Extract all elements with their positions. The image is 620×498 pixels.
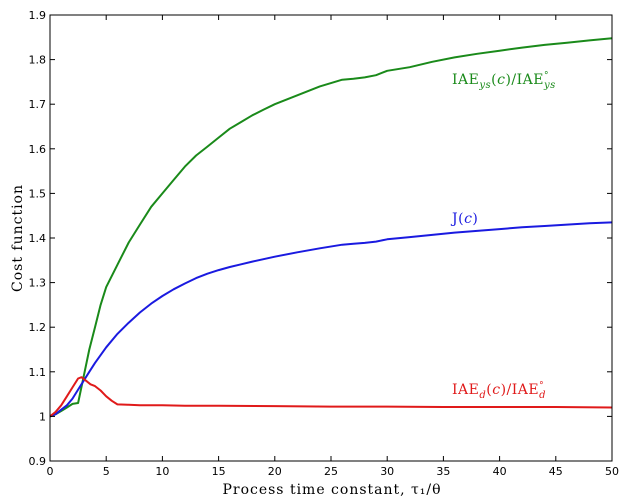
x-tick-label: 50 [605,465,619,478]
y-tick-label: 1.5 [29,187,47,200]
x-tick-label: 10 [155,465,169,478]
series-label-iae-d: IAEd(c)/IAE° d [452,381,546,401]
series-labels: IAEys(c)/IAE° ys J(c) IAEd(c)/IAE° d [450,71,556,401]
y-tick-label: 1.2 [29,321,47,334]
x-tick-label: 45 [549,465,563,478]
x-tick-label: 0 [47,465,54,478]
series-line-iae-ys [49,37,613,418]
y-tick-label: 1.7 [29,98,47,111]
y-axis-title: Cost function [10,184,26,292]
ticks-layer: 0 5 10 15 20 25 30 35 40 45 50 0.9 1 1.1 1.2 1.3 1.4 1.5 1… [29,9,620,478]
y-tick-label: 1.4 [29,232,47,245]
y-tick-label: 0.9 [29,455,47,468]
y-tick-label: 1.9 [29,9,47,22]
y-tick-label: 1.3 [29,277,47,290]
series-line-j [49,221,613,418]
x-tick-label: 35 [436,465,450,478]
x-tick-label: 25 [324,465,338,478]
series-line-iae-d [49,376,613,418]
x-tick-label: 15 [212,465,226,478]
x-tick-label: 5 [103,465,110,478]
series-label-iae-ys: IAEys(c)/IAE° ys [452,71,556,91]
y-tick-label: 1 [39,410,46,423]
x-axis-title: Process time constant, τ₁/θ [222,482,441,498]
x-tick-label: 40 [493,465,507,478]
x-tick-label: 20 [268,465,282,478]
y-tick-label: 1.8 [29,54,47,67]
y-tick-label: 1.6 [29,143,47,156]
y-tick-label: 1.1 [29,366,47,379]
series-layer [49,37,613,418]
x-tick-label: 30 [380,465,394,478]
series-label-j: J(c) [450,211,478,227]
